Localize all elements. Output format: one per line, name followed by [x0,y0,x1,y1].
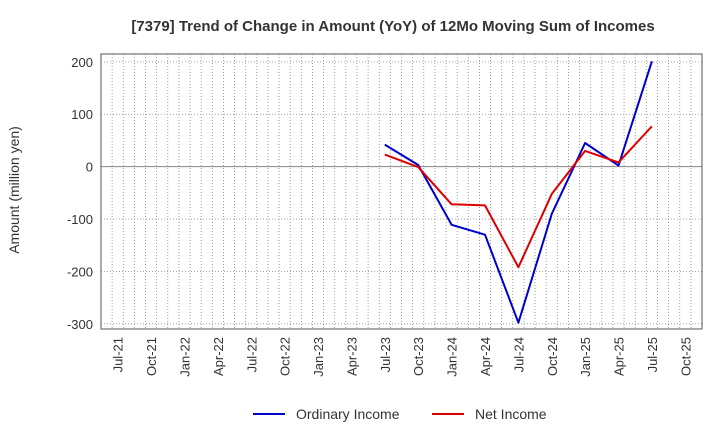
ordinary-income-line [384,60,653,324]
series-lines [384,60,653,324]
y-tick-label: 0 [86,160,93,175]
x-tick-label: Jan-24 [445,337,460,377]
y-tick-label: -300 [67,317,93,332]
x-tick-label: Apr-24 [478,337,493,376]
x-tick-label: Jan-23 [311,337,326,377]
y-axis-ticks: 200 100 0 -100 -200 -300 [67,55,93,332]
x-tick-label: Oct-24 [545,337,560,376]
x-tick-label: Jul-25 [645,337,660,372]
legend-label-ordinary-income: Ordinary Income [296,406,400,422]
y-tick-label: -100 [67,212,93,227]
y-tick-label: -200 [67,264,93,279]
gridlines [100,54,703,329]
legend-label-net-income: Net Income [475,406,547,422]
x-tick-label: Oct-21 [144,337,159,376]
x-tick-label: Jul-21 [111,337,126,372]
x-tick-label: Jul-22 [244,337,259,372]
x-tick-label: Jan-22 [177,337,192,377]
x-tick-label: Apr-22 [211,337,226,376]
x-tick-label: Apr-25 [612,337,627,376]
x-tick-label: Oct-25 [678,337,693,376]
x-tick-label: Oct-22 [278,337,293,376]
x-axis-ticks: Jul-21 Oct-21 Jan-22 Apr-22 Jul-22 Oct-22 Jan-… [111,337,694,377]
y-tick-label: 100 [71,107,93,122]
plot-area-border [100,53,703,330]
legend: Ordinary Income Net Income [253,406,547,422]
chart-title: [7379] Trend of Change in Amount (YoY) o… [131,18,654,35]
x-tick-label: Jul-24 [511,337,526,372]
y-tick-label: 200 [71,55,93,70]
x-tick-label: Oct-23 [411,337,426,376]
y-axis-label: Amount (million yen) [6,126,22,254]
net-income-line [384,125,653,269]
x-tick-label: Apr-23 [344,337,359,376]
x-tick-label: Jan-25 [578,337,593,377]
x-tick-label: Jul-23 [378,337,393,372]
